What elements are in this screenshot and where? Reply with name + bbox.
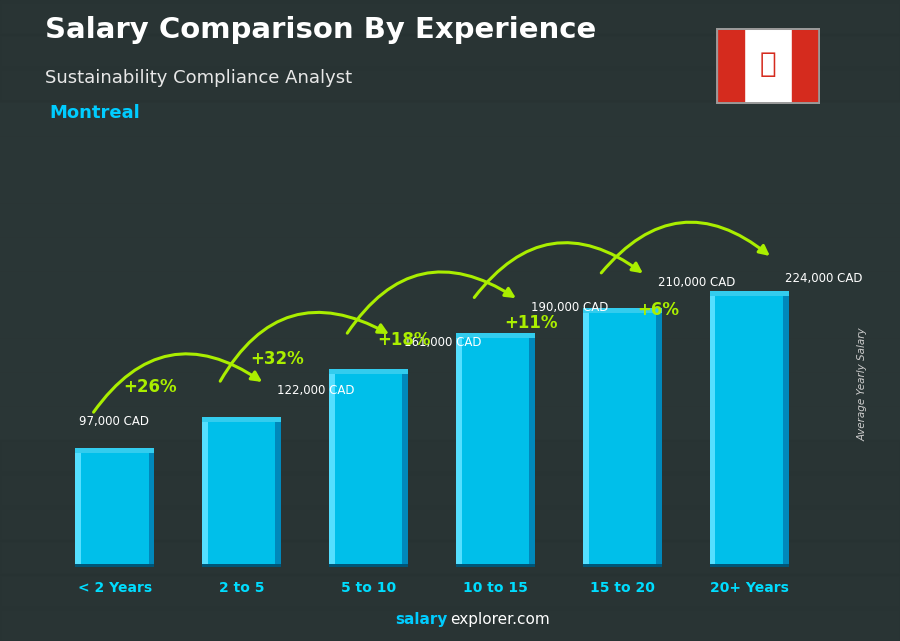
Bar bbox=[0, 474, 900, 506]
Text: Montreal: Montreal bbox=[50, 104, 140, 122]
Bar bbox=[0, 609, 900, 641]
Text: Average Yearly Salary: Average Yearly Salary bbox=[857, 328, 868, 442]
Bar bbox=[456, 333, 462, 567]
Bar bbox=[583, 308, 589, 567]
Bar bbox=[656, 308, 662, 567]
Bar bbox=[0, 35, 900, 67]
Text: +32%: +32% bbox=[250, 350, 304, 369]
Text: +6%: +6% bbox=[637, 301, 679, 319]
Bar bbox=[583, 564, 662, 567]
Bar bbox=[792, 28, 820, 104]
Bar bbox=[329, 369, 408, 567]
Bar bbox=[0, 406, 900, 438]
Bar bbox=[0, 238, 900, 270]
Bar bbox=[456, 333, 535, 338]
Bar bbox=[329, 369, 335, 567]
Bar bbox=[710, 291, 788, 567]
Text: 97,000 CAD: 97,000 CAD bbox=[79, 415, 149, 428]
Bar bbox=[0, 69, 900, 101]
Bar bbox=[0, 204, 900, 236]
Bar bbox=[0, 575, 900, 607]
Bar bbox=[329, 564, 408, 567]
Bar bbox=[456, 333, 535, 567]
Text: 161,000 CAD: 161,000 CAD bbox=[404, 337, 482, 349]
Text: Salary Comparison By Experience: Salary Comparison By Experience bbox=[45, 16, 596, 44]
Bar bbox=[710, 291, 788, 296]
Bar bbox=[456, 564, 535, 567]
Bar bbox=[0, 2, 900, 34]
Text: +11%: +11% bbox=[504, 314, 558, 333]
Text: +18%: +18% bbox=[377, 331, 431, 349]
Text: explorer.com: explorer.com bbox=[450, 612, 550, 627]
Bar bbox=[0, 305, 900, 337]
Bar bbox=[0, 272, 900, 304]
Bar bbox=[583, 308, 662, 313]
Text: salary: salary bbox=[395, 612, 447, 627]
Bar bbox=[0, 171, 900, 203]
Bar bbox=[76, 447, 81, 567]
Bar bbox=[76, 447, 154, 453]
Bar bbox=[0, 542, 900, 574]
Bar bbox=[710, 564, 788, 567]
Bar bbox=[0, 137, 900, 169]
Text: Sustainability Compliance Analyst: Sustainability Compliance Analyst bbox=[45, 69, 352, 87]
Bar bbox=[76, 564, 154, 567]
Bar bbox=[202, 417, 281, 567]
Text: 122,000 CAD: 122,000 CAD bbox=[277, 385, 355, 397]
Bar bbox=[202, 417, 208, 567]
Bar bbox=[402, 369, 408, 567]
Bar bbox=[275, 417, 281, 567]
Bar bbox=[148, 447, 154, 567]
Text: 🍁: 🍁 bbox=[760, 50, 777, 78]
Text: 224,000 CAD: 224,000 CAD bbox=[785, 272, 862, 285]
Bar bbox=[0, 373, 900, 405]
Bar bbox=[716, 28, 744, 104]
Bar bbox=[710, 291, 716, 567]
Bar bbox=[0, 103, 900, 135]
Bar bbox=[202, 417, 281, 422]
Bar bbox=[76, 447, 154, 567]
Bar bbox=[202, 564, 281, 567]
Bar bbox=[0, 508, 900, 540]
Text: +26%: +26% bbox=[123, 378, 177, 396]
Bar bbox=[329, 369, 408, 374]
Bar bbox=[529, 333, 535, 567]
Bar bbox=[0, 440, 900, 472]
Bar bbox=[783, 291, 788, 567]
Text: 210,000 CAD: 210,000 CAD bbox=[658, 276, 735, 289]
Bar bbox=[583, 308, 662, 567]
Bar bbox=[0, 339, 900, 371]
Text: 190,000 CAD: 190,000 CAD bbox=[531, 301, 608, 313]
